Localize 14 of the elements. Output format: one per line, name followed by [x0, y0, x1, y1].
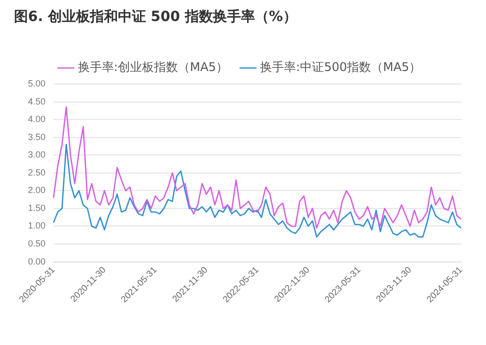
y-tick-label: 1.50: [28, 202, 46, 213]
legend-label: 换手率:中证500指数（MA5）: [260, 60, 422, 74]
y-tick-label: 5.00: [28, 78, 46, 88]
y-tick-label: 4.00: [28, 114, 46, 124]
y-tick-label: 2.50: [28, 167, 46, 178]
chart-title: 图6. 创业板指和中证 500 指数换手率（%）: [14, 8, 297, 26]
y-tick-label: 1.00: [28, 220, 46, 231]
y-tick-label: 4.50: [28, 96, 46, 106]
y-tick-label: 2.00: [28, 185, 46, 196]
y-tick-label: 0.00: [28, 256, 46, 266]
y-tick-label: 3.50: [28, 132, 46, 142]
y-tick-label: 0.50: [28, 238, 46, 249]
y-tick-label: 3.00: [28, 150, 46, 160]
legend-label: 换手率:创业板指数（MA5）: [78, 60, 228, 74]
